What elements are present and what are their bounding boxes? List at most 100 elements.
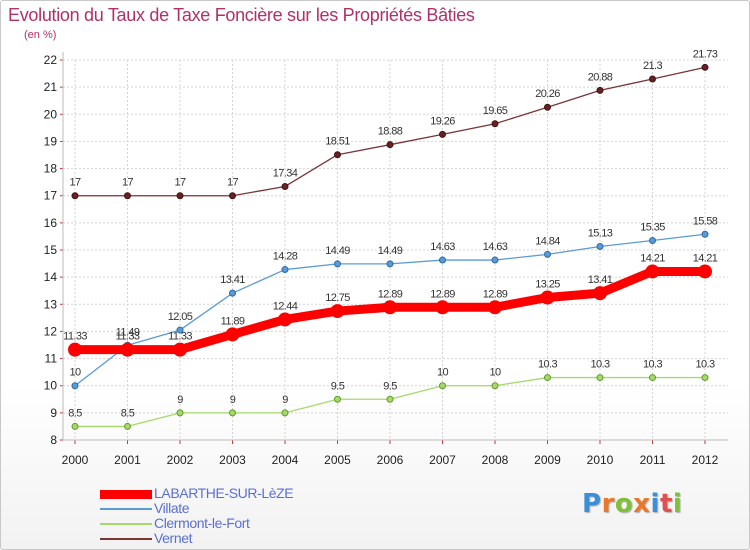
logo-letter: x: [633, 489, 651, 519]
data-point-clermont-le-fort: [491, 382, 499, 390]
data-label-villate: 14.49: [378, 245, 403, 257]
logo-letter: i: [672, 489, 683, 519]
data-label-vernet: 17: [174, 177, 186, 189]
legend-swatch: [100, 523, 152, 525]
logo-letter: P: [582, 489, 602, 519]
x-tick-label: 2011: [640, 453, 666, 467]
x-tick-label: 2007: [429, 453, 456, 467]
data-label-labarthe-sur-l-ze: 11.33: [116, 331, 140, 343]
data-point-vernet: [334, 151, 341, 159]
data-label-labarthe-sur-l-ze: 13.25: [535, 279, 560, 291]
data-label-villate: 12.05: [168, 311, 193, 323]
data-point-vernet: [596, 86, 604, 94]
y-tick-label: 14: [44, 270, 58, 284]
data-point-labarthe-sur-l-ze: [488, 300, 502, 315]
y-tick-label: 11: [45, 352, 58, 366]
data-label-clermont-le-fort: 10: [437, 367, 449, 379]
y-tick-label: 13: [44, 297, 58, 311]
data-point-villate: [544, 250, 551, 258]
data-point-vernet: [71, 192, 79, 200]
data-label-villate: 14.84: [535, 235, 560, 247]
x-tick-label: 2010: [587, 453, 614, 467]
legend-label: Villate: [154, 500, 190, 516]
data-point-vernet: [124, 192, 131, 200]
data-point-labarthe-sur-l-ze: [68, 342, 82, 357]
legend-swatch: [100, 508, 152, 510]
data-point-villate: [281, 266, 289, 274]
data-point-labarthe-sur-l-ze: [698, 264, 712, 279]
data-label-villate: 13.41: [220, 274, 245, 286]
y-tick-label: 22: [44, 53, 58, 67]
data-label-vernet: 20.26: [535, 88, 560, 100]
data-point-villate: [386, 260, 394, 268]
data-point-vernet: [281, 182, 289, 190]
data-label-villate: 10: [69, 367, 81, 379]
axes: 8 9 10 11 12 13 14 15 16 17 18 19 20 21 22 2000 2001 2002…: [44, 52, 728, 467]
data-label-labarthe-sur-l-ze: 12.75: [325, 292, 350, 304]
data-label-labarthe-sur-l-ze: 13.41: [588, 274, 613, 286]
data-point-clermont-le-fort: [176, 409, 184, 417]
x-tick-label: 2008: [482, 453, 509, 467]
data-label-clermont-le-fort: 10: [489, 367, 501, 379]
data-label-vernet: 17.34: [273, 167, 298, 179]
x-tick-label: 2002: [167, 453, 194, 467]
x-tick-label: 2000: [62, 453, 89, 467]
y-tick-label: 17: [44, 189, 58, 203]
x-tick-label: 2006: [377, 453, 404, 467]
y-tick-label: 10: [44, 379, 58, 393]
x-tick-label: 2001: [114, 453, 141, 467]
data-point-villate: [491, 256, 499, 264]
data-label-labarthe-sur-l-ze: 11.89: [221, 315, 245, 327]
data-label-clermont-le-fort: 9.5: [383, 380, 397, 392]
data-point-vernet: [229, 192, 236, 200]
y-tick-label: 12: [44, 324, 58, 338]
proxiti-logo: Proxiti: [582, 489, 682, 519]
data-label-vernet: 17: [69, 177, 81, 189]
data-point-clermont-le-fort: [544, 374, 551, 382]
series: [68, 63, 712, 430]
data-point-villate: [334, 260, 341, 268]
data-label-vernet: 19.26: [430, 115, 455, 127]
data-point-vernet: [386, 141, 394, 149]
data-point-labarthe-sur-l-ze: [120, 342, 135, 357]
data-point-labarthe-sur-l-ze: [278, 312, 292, 327]
data-label-vernet: 20.88: [588, 71, 613, 83]
legend-swatch: [100, 538, 152, 540]
data-label-vernet: 18.88: [378, 126, 403, 138]
legend-label: Vernet: [154, 530, 193, 546]
data-point-vernet: [649, 75, 656, 83]
data-point-villate: [439, 256, 446, 264]
data-label-clermont-le-fort: 8.5: [121, 407, 135, 419]
data-point-labarthe-sur-l-ze: [225, 327, 240, 342]
chart-title: Evolution du Taux de Taxe Foncière sur l…: [8, 5, 475, 25]
data-label-villate: 14.28: [273, 251, 298, 263]
data-point-vernet: [176, 192, 184, 200]
logo-letter: t: [659, 489, 673, 519]
data-point-villate: [596, 242, 604, 250]
legend-swatch: [100, 489, 152, 499]
data-point-villate: [649, 237, 656, 244]
data-point-labarthe-sur-l-ze: [593, 286, 607, 301]
x-tick-label: 2005: [324, 453, 351, 467]
data-point-vernet: [491, 120, 499, 128]
data-label-villate: 15.13: [588, 227, 613, 239]
data-label-labarthe-sur-l-ze: 12.89: [378, 288, 403, 300]
data-label-clermont-le-fort: 10.3: [643, 359, 662, 371]
y-tick-label: 21: [44, 80, 58, 94]
unit-label: (en %): [24, 29, 57, 41]
data-point-vernet: [544, 103, 551, 111]
y-tick-label: 8: [50, 433, 57, 447]
data-label-vernet: 18.51: [325, 136, 350, 148]
data-label-clermont-le-fort: 9.5: [331, 380, 345, 392]
data-point-clermont-le-fort: [386, 395, 394, 403]
data-label-villate: 14.49: [325, 245, 350, 257]
x-tick-label: 2012: [692, 453, 719, 467]
data-point-labarthe-sur-l-ze: [383, 300, 397, 315]
data-label-clermont-le-fort: 8.5: [68, 407, 82, 419]
data-label-vernet: 21.3: [643, 60, 662, 72]
y-tick-label: 20: [44, 107, 58, 121]
x-tick-label: 2003: [219, 453, 246, 467]
data-label-clermont-le-fort: 9: [230, 394, 236, 406]
data-label-labarthe-sur-l-ze: 12.89: [430, 288, 455, 300]
